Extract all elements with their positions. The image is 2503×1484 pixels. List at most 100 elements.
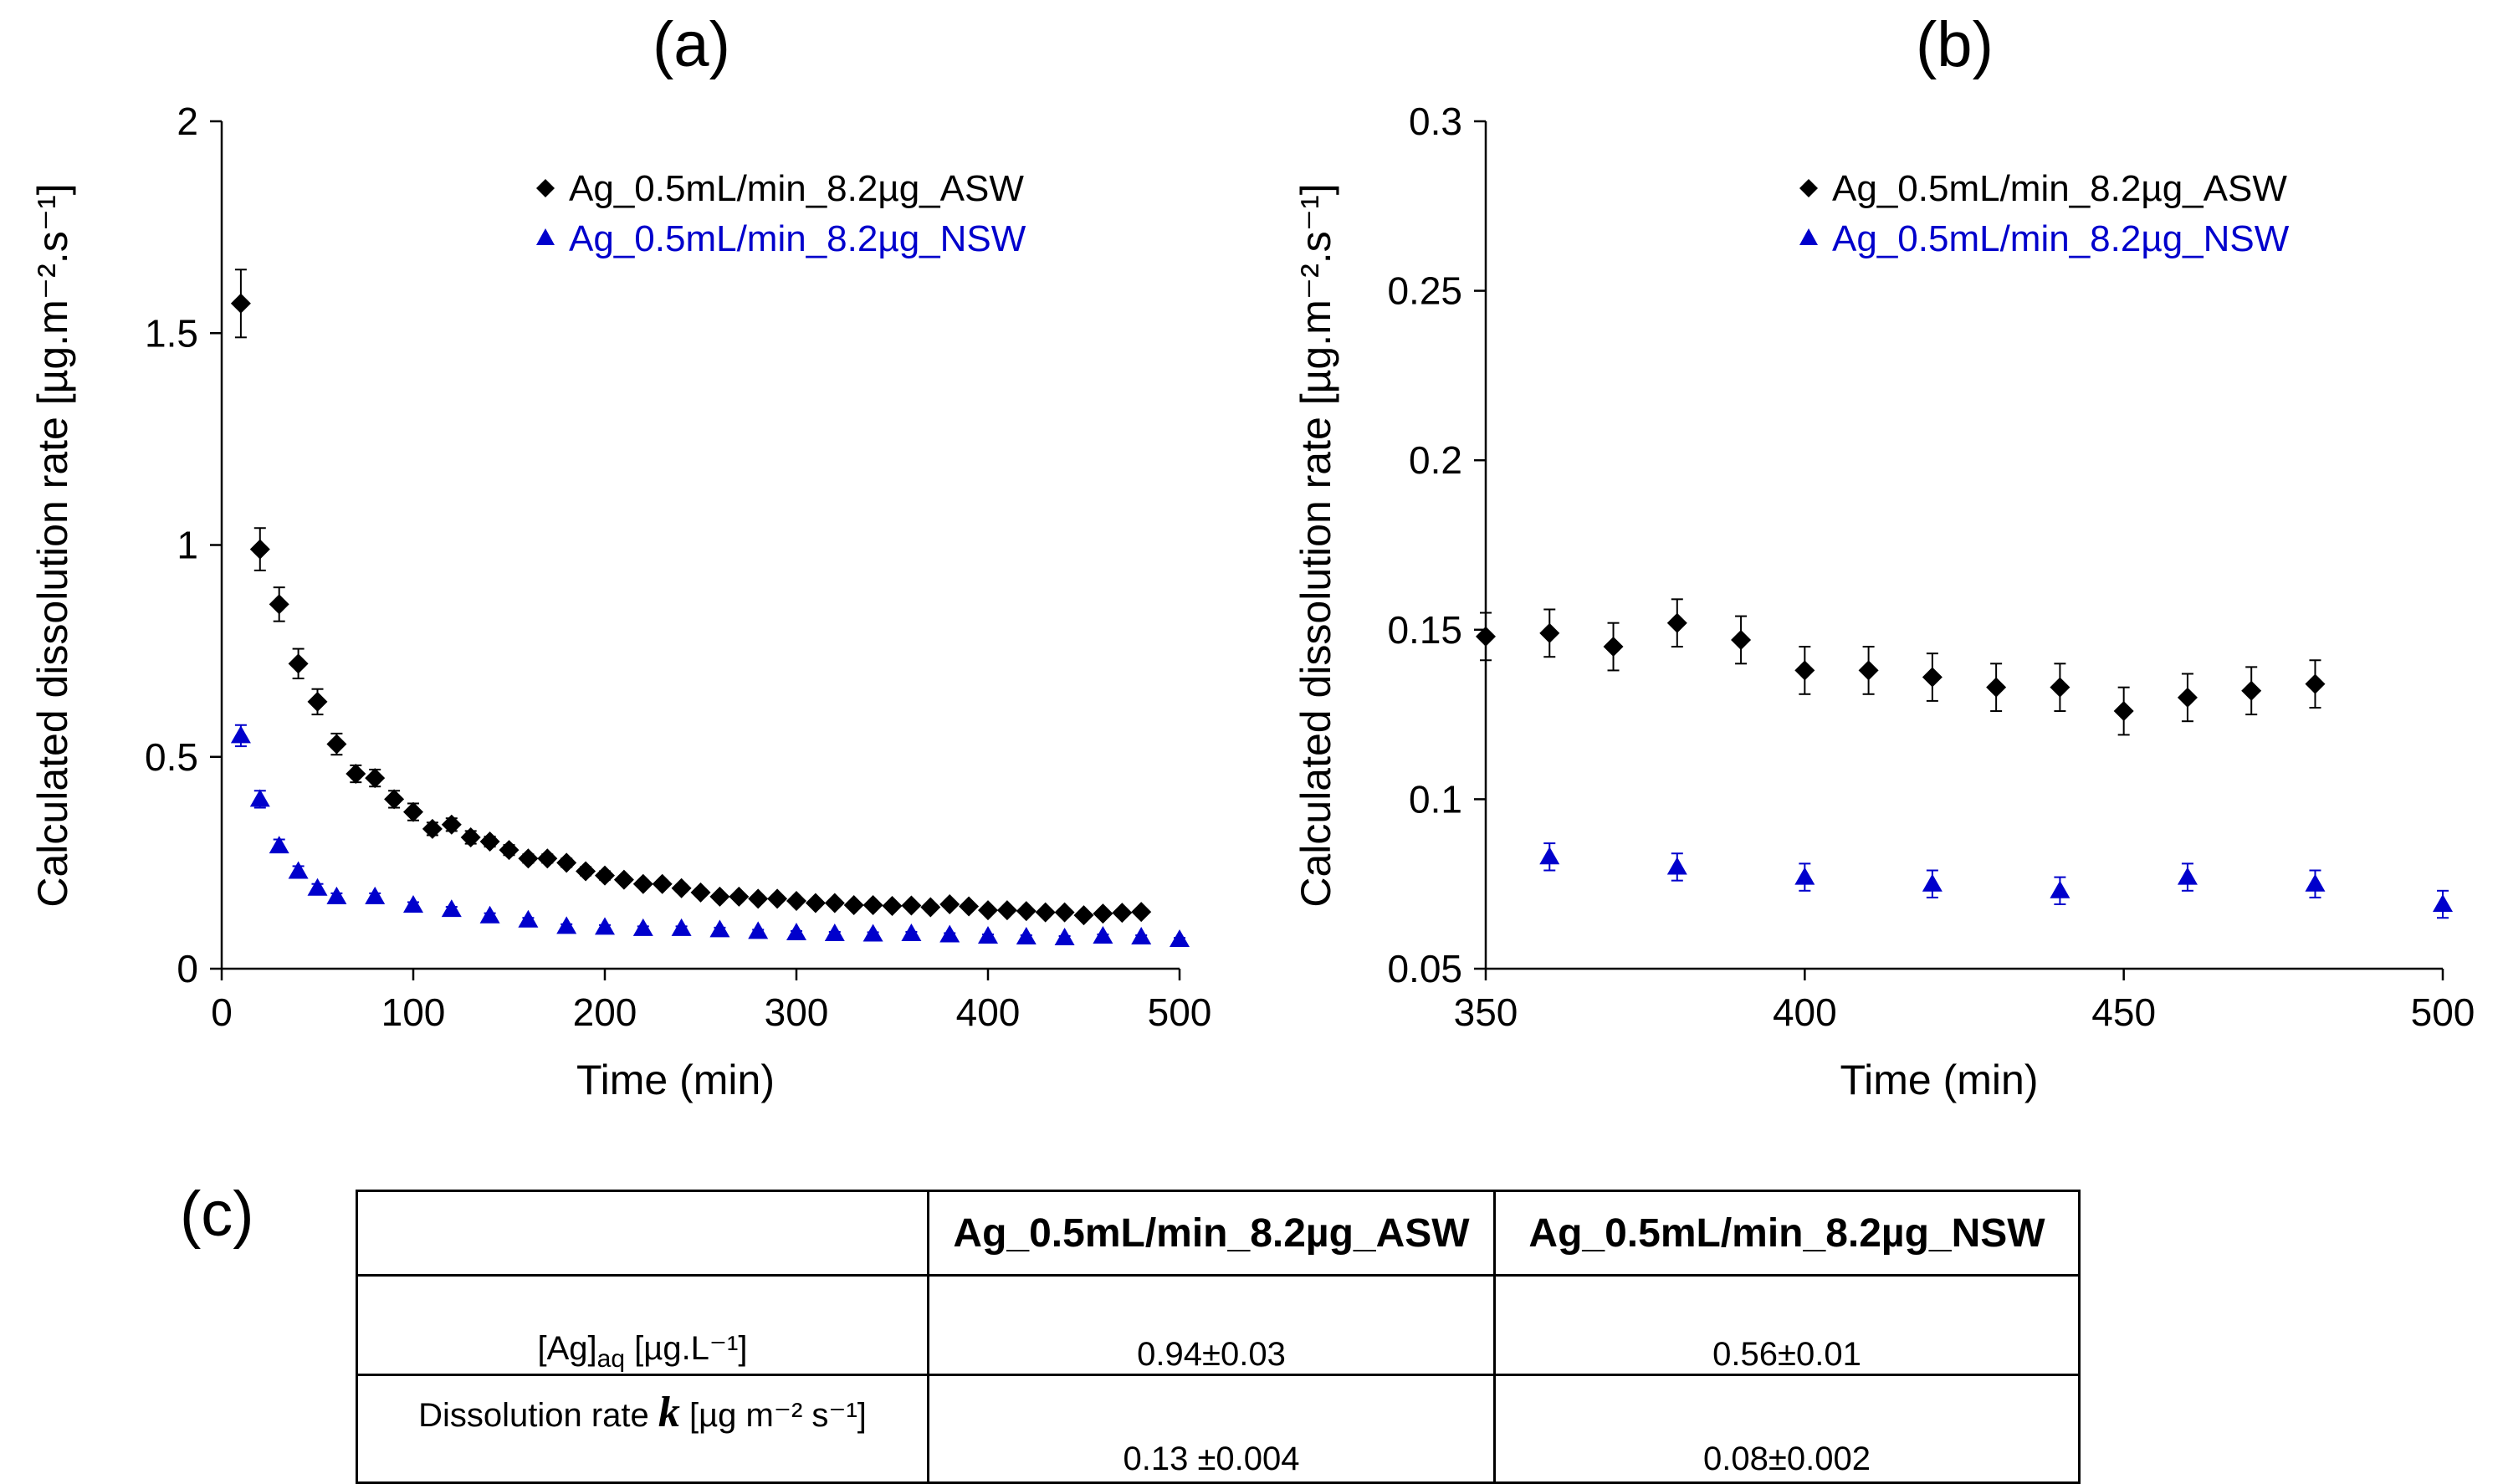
data-point-diamond — [690, 882, 711, 903]
ag-label-sub: aq — [596, 1345, 626, 1373]
legend-marker-triangle — [1799, 228, 1818, 245]
data-point-triangle — [1093, 925, 1113, 944]
legend-entry-nsw: Ag_0.5mL/min_8.2µg_NSW — [1832, 218, 2290, 259]
y-tick-label: 0.1 — [1409, 777, 1462, 821]
data-point-triangle — [748, 921, 769, 939]
data-point-triangle — [901, 923, 922, 941]
data-point-diamond — [652, 873, 673, 894]
data-point-triangle — [978, 925, 998, 944]
legend: Ag_0.5mL/min_8.2µg_ASW Ag_0.5mL/min_8.2µg… — [1799, 168, 2290, 259]
series-asw — [1476, 598, 2326, 736]
data-point-diamond — [460, 826, 481, 847]
ag-label-prefix: [Ag] — [537, 1330, 597, 1367]
data-point-diamond — [2305, 673, 2326, 694]
data-point-diamond — [748, 888, 769, 909]
data-point-diamond — [1922, 667, 1943, 688]
data-point-diamond — [422, 818, 443, 839]
data-point-triangle — [1170, 929, 1190, 948]
data-point-diamond — [479, 832, 500, 852]
data-point-diamond — [920, 897, 941, 918]
data-point-diamond — [537, 848, 558, 869]
table-header-asw: Ag_0.5mL/min_8.2µg_ASW — [927, 1190, 1496, 1277]
data-point-diamond — [288, 653, 309, 674]
data-point-diamond — [365, 768, 386, 789]
table-header-empty — [356, 1190, 929, 1277]
legend-entry-asw: Ag_0.5mL/min_8.2µg_ASW — [569, 168, 1024, 209]
y-tick-label: 0.25 — [1387, 269, 1462, 313]
data-point-diamond — [1539, 622, 1560, 643]
data-point-triangle — [1054, 928, 1075, 946]
data-point-triangle — [939, 924, 960, 943]
data-point-triangle — [269, 836, 289, 854]
legend: Ag_0.5mL/min_8.2µg_ASW Ag_0.5mL/min_8.2µg… — [536, 168, 1026, 259]
data-point-diamond — [939, 894, 960, 915]
y-tick-label: 1 — [177, 524, 198, 567]
data-point-diamond — [1054, 902, 1075, 923]
x-tick-label: 300 — [765, 990, 829, 1034]
k-label-unit: [µg m⁻² s⁻¹] — [679, 1397, 867, 1434]
data-point-diamond — [1986, 677, 2007, 698]
data-point-triangle — [632, 918, 653, 936]
data-point-diamond — [824, 893, 845, 913]
data-point-triangle — [671, 918, 692, 936]
data-point-triangle — [786, 922, 806, 940]
y-tick-label: 0.5 — [145, 735, 198, 779]
data-point-diamond — [862, 895, 883, 916]
data-point-diamond — [1035, 902, 1056, 923]
data-point-diamond — [2241, 680, 2262, 701]
ag-aq-asw-value: 0.94±0.03 — [927, 1274, 1496, 1376]
k-label-symbol: k — [658, 1389, 680, 1436]
data-point-triangle — [1794, 867, 1815, 885]
data-point-triangle — [2177, 867, 2198, 885]
data-point-diamond — [576, 861, 596, 882]
x-tick-label: 100 — [381, 990, 446, 1034]
data-point-triangle — [1016, 927, 1037, 945]
x-tick-label: 500 — [2411, 990, 2475, 1034]
series-nsw — [230, 724, 1190, 948]
data-point-diamond — [1016, 901, 1037, 922]
data-point-diamond — [346, 764, 366, 785]
data-point-diamond — [767, 888, 788, 909]
data-point-diamond — [269, 594, 289, 615]
table-row-ag-aq: [Ag]aq [µg.L⁻¹] 0.94±0.03 0.56±0.01 — [356, 1274, 2081, 1376]
data-point-diamond — [671, 878, 692, 898]
x-tick-label: 200 — [573, 990, 637, 1034]
data-point-diamond — [901, 895, 922, 916]
y-axis-label: Calculated dissolution rate [µg.m⁻².s⁻¹] — [29, 183, 76, 907]
x-tick-label: 450 — [2091, 990, 2156, 1034]
data-point-diamond — [1666, 612, 1687, 633]
series-asw — [230, 269, 1152, 926]
data-point-diamond — [403, 801, 423, 822]
data-point-diamond — [230, 293, 251, 314]
data-point-diamond — [1603, 637, 1624, 658]
data-point-diamond — [1112, 903, 1133, 924]
data-point-diamond — [709, 886, 730, 907]
data-point-diamond — [499, 840, 520, 861]
chart-a: 0 0.5 1 1.5 2 0 100 200 300 400 500 Time (min) Calcu… — [29, 100, 1211, 1103]
y-tick-label: 0.2 — [1409, 438, 1462, 482]
data-point-diamond — [556, 852, 577, 873]
legend-entry-nsw: Ag_0.5mL/min_8.2µg_NSW — [569, 218, 1026, 259]
data-point-diamond — [2113, 701, 2134, 722]
k-label-prefix: Dissolution rate — [418, 1397, 658, 1434]
data-point-triangle — [249, 789, 270, 807]
legend-entry-asw: Ag_0.5mL/min_8.2µg_ASW — [1832, 168, 2287, 209]
data-point-diamond — [2177, 687, 2198, 708]
panel-label-b: (b) — [1916, 9, 1994, 80]
y-tick-label: 0.15 — [1387, 608, 1462, 652]
data-point-diamond — [518, 848, 539, 869]
y-tick-label: 0.05 — [1387, 947, 1462, 990]
x-axis-label: Time (min) — [1840, 1057, 2038, 1103]
data-point-triangle — [307, 878, 328, 896]
legend-marker-triangle — [536, 228, 555, 245]
x-tick-label: 350 — [1454, 990, 1518, 1034]
data-point-triangle — [479, 905, 500, 924]
legend-marker-diamond — [1799, 179, 1818, 197]
data-point-triangle — [288, 861, 309, 879]
data-point-diamond — [1093, 903, 1113, 924]
data-point-diamond — [959, 896, 980, 917]
data-point-diamond — [632, 873, 653, 894]
data-point-triangle — [1666, 857, 1687, 875]
x-tick-label: 500 — [1148, 990, 1212, 1034]
